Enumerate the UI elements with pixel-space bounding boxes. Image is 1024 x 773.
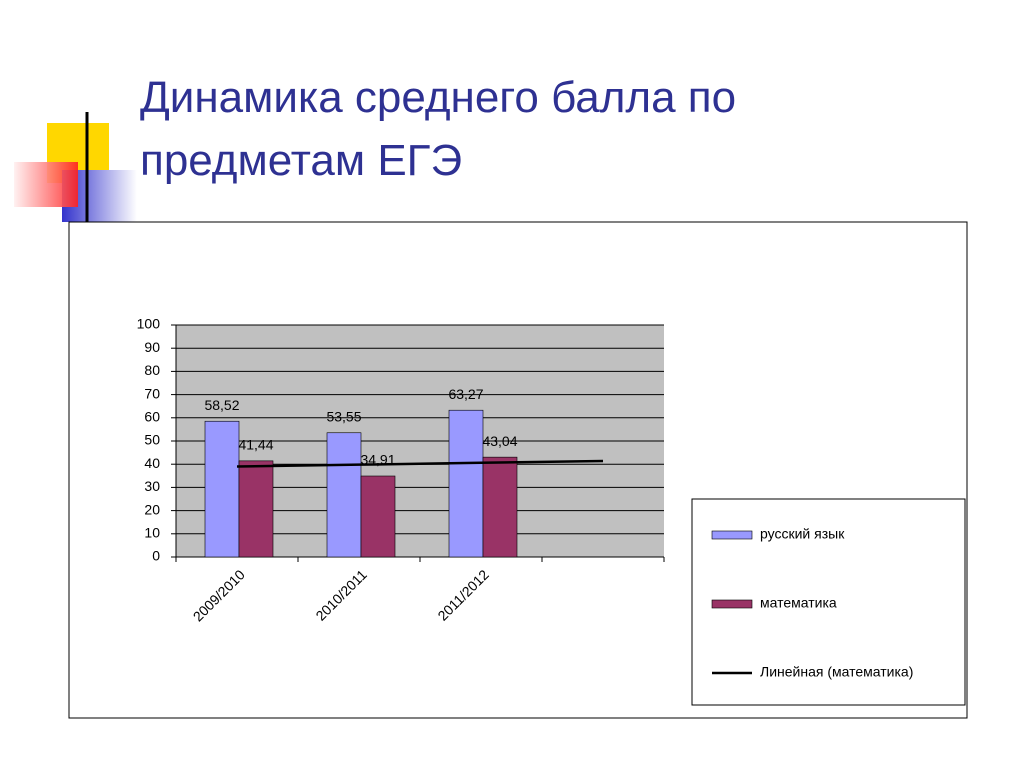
data-label: 43,04 [482, 433, 517, 449]
bar [482, 456, 518, 558]
y-tick-label: 90 [144, 339, 160, 355]
bar [204, 420, 240, 558]
data-label: 63,27 [448, 386, 483, 402]
y-tick-label: 70 [144, 385, 160, 401]
trend-line [236, 459, 604, 468]
legend-label: Линейная (математика) [760, 664, 913, 680]
bar [326, 432, 362, 558]
title-line: Динамика среднего балла по [140, 73, 736, 122]
y-tick-label: 0 [152, 548, 160, 564]
y-tick-label: 80 [144, 362, 160, 378]
y-tick-label: 100 [137, 316, 161, 332]
data-label: 41,44 [238, 437, 273, 453]
legend-label: математика [760, 595, 837, 611]
y-tick-label: 60 [144, 409, 160, 425]
bar [448, 409, 484, 558]
legend-swatch [711, 599, 753, 609]
y-tick-label: 10 [144, 525, 160, 541]
data-label: 58,52 [204, 397, 239, 413]
y-tick-label: 20 [144, 501, 160, 517]
decoration [14, 112, 970, 222]
bar [360, 475, 396, 558]
bar [238, 460, 274, 558]
legend-swatch [711, 530, 753, 540]
y-tick-label: 30 [144, 478, 160, 494]
title-line: предметам ЕГЭ [140, 136, 462, 185]
data-label: 53,55 [326, 408, 361, 424]
y-tick-label: 50 [144, 432, 160, 448]
y-tick-label: 40 [144, 455, 160, 471]
legend-label: русский язык [760, 526, 845, 542]
